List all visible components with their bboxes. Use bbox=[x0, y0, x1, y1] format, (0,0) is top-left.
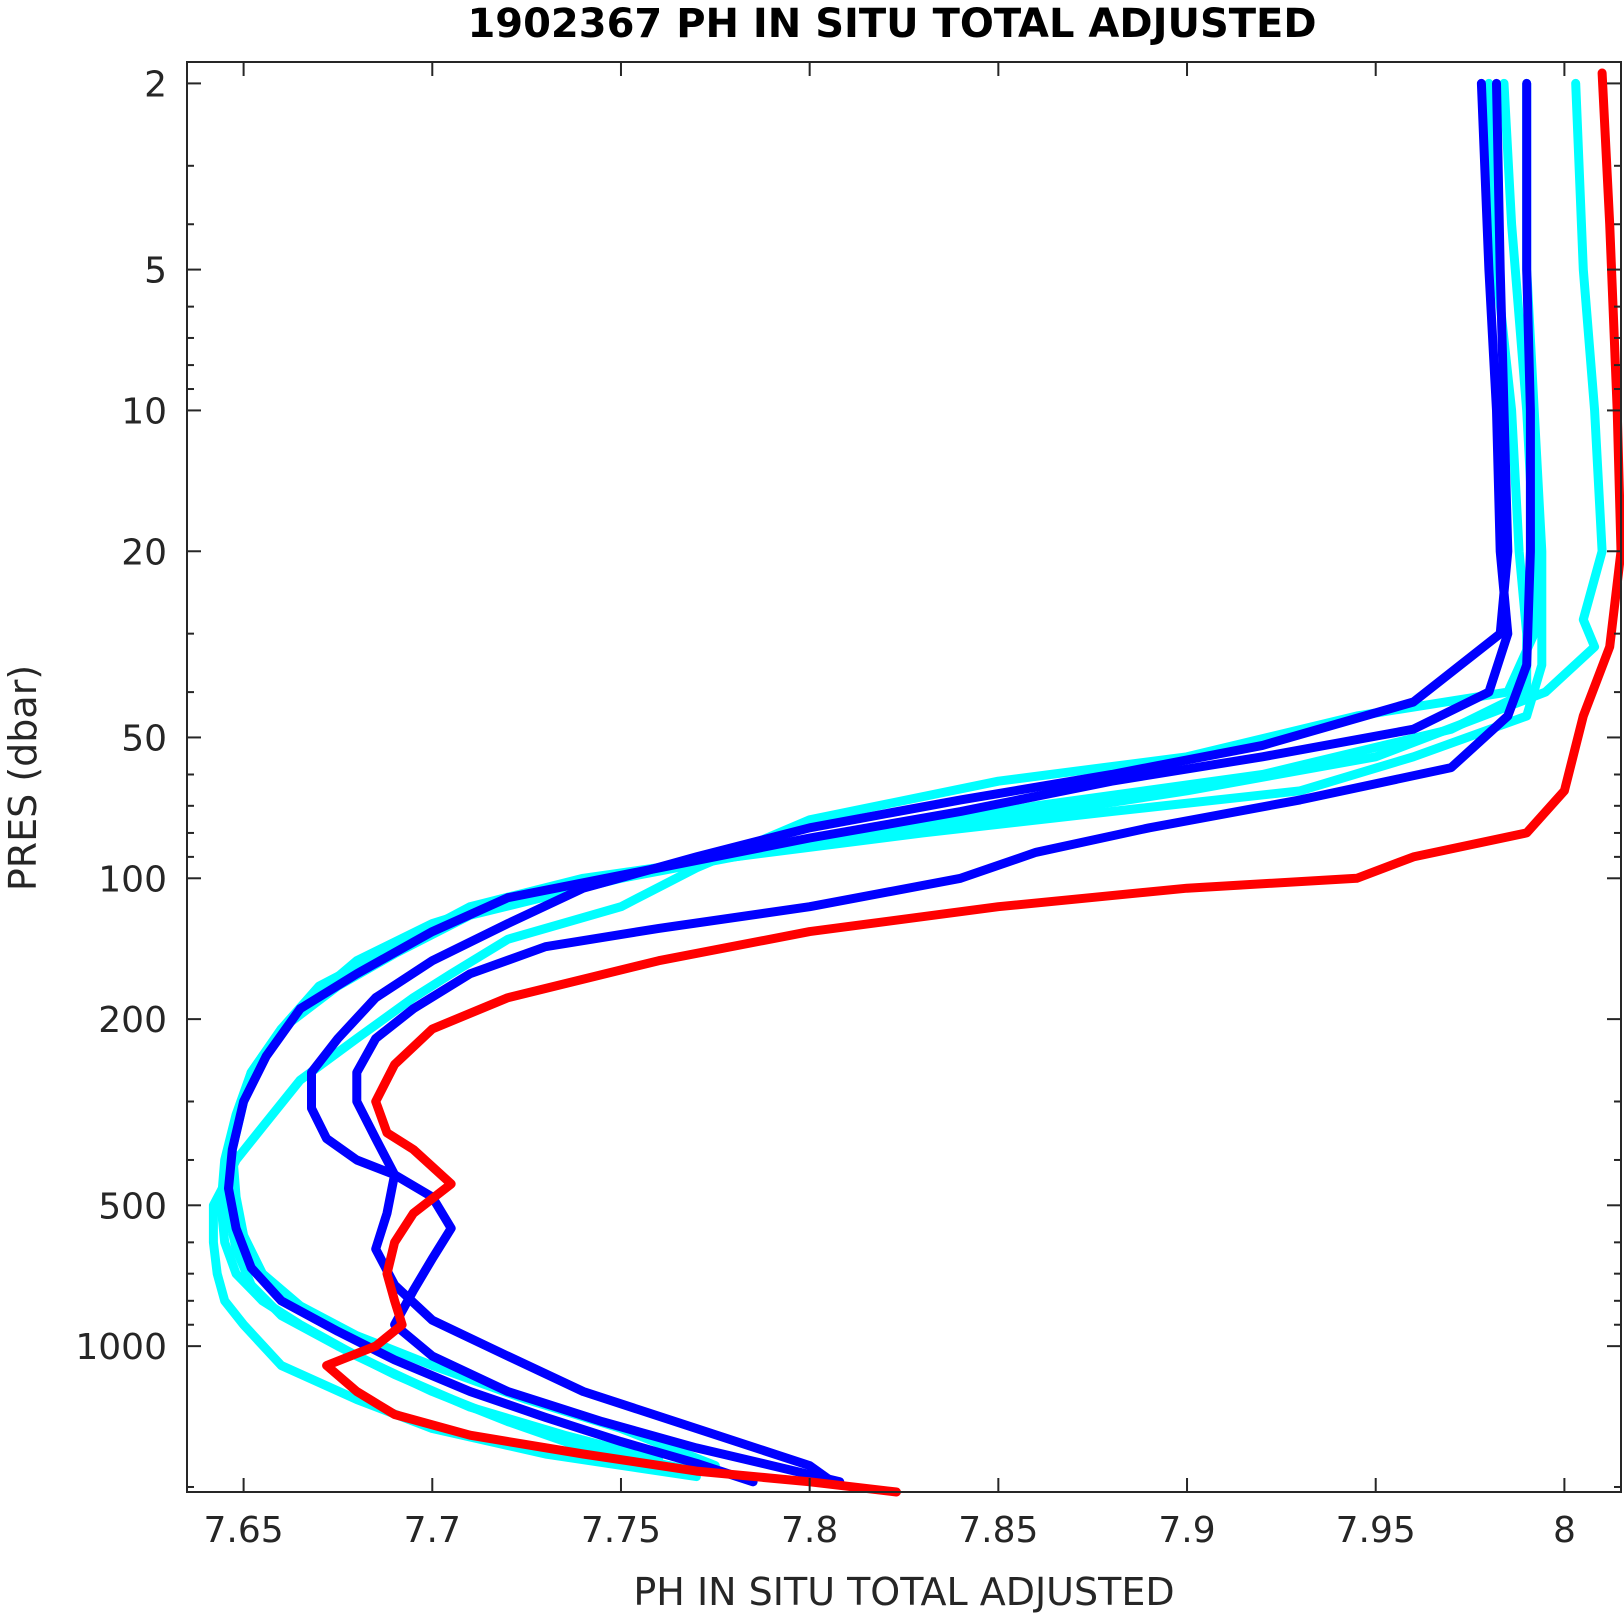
x-axis-label: PH IN SITU TOTAL ADJUSTED bbox=[633, 1570, 1174, 1614]
y-tick-label: 20 bbox=[121, 532, 167, 573]
y-axis-label: PRES (dbar) bbox=[1, 665, 45, 891]
x-tick-label: 7.75 bbox=[581, 1510, 661, 1551]
series-line-4 bbox=[224, 78, 1547, 1465]
x-tick-label: 8 bbox=[1553, 1510, 1576, 1551]
y-tick-label: 10 bbox=[121, 391, 167, 432]
x-tick-label: 7.9 bbox=[1158, 1510, 1215, 1551]
x-tick-label: 7.7 bbox=[404, 1510, 461, 1551]
series-line-7 bbox=[307, 78, 1513, 1487]
x-tick-label: 7.8 bbox=[781, 1510, 838, 1551]
y-tick-label: 200 bbox=[98, 1000, 167, 1041]
y-tick-label: 50 bbox=[121, 718, 167, 759]
plot-frame bbox=[186, 61, 1622, 1493]
y-tick-label: 1000 bbox=[75, 1327, 167, 1368]
series-line-8 bbox=[322, 68, 1624, 1497]
x-tick-label: 7.95 bbox=[1336, 1510, 1416, 1551]
series-line-6 bbox=[352, 78, 1535, 1487]
y-tick-label: 500 bbox=[98, 1186, 167, 1227]
series-line-5 bbox=[224, 78, 1513, 1487]
series-line-1 bbox=[208, 78, 1539, 1482]
y-tick-label: 100 bbox=[98, 859, 167, 900]
y-tick-label: 5 bbox=[144, 251, 167, 292]
series-layer bbox=[208, 68, 1624, 1497]
x-axis: 7.65 7.7 7.75 7.8 7.85 7.9 7.95 8 bbox=[204, 62, 1576, 1551]
y-tick-label: 2 bbox=[144, 64, 167, 105]
chart-title: 1902367 PH IN SITU TOTAL ADJUSTED bbox=[467, 1, 1316, 47]
x-tick-label: 7.65 bbox=[204, 1510, 284, 1551]
x-tick-label: 7.85 bbox=[958, 1510, 1038, 1551]
y-axis: 2 5 10 20 50 100 200 500 1000 bbox=[75, 64, 1621, 1488]
